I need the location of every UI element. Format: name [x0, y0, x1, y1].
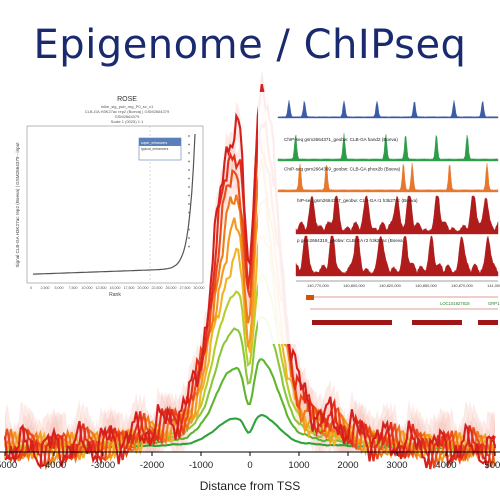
rose-title: ROSE [117, 96, 137, 103]
x-tick-label: 5000 [484, 460, 500, 471]
rose-x-tick-label: 25,000 [166, 286, 177, 290]
rose-x-tick-label: 17,500 [124, 286, 135, 290]
track-label: ChIP-seq gsm2664371_geobw: CLB-GA hand2 … [284, 137, 398, 142]
rose-x-tick-label: 20,000 [138, 286, 149, 290]
rose-subtitle-line: Scale 1 (0025) 1.1 [111, 119, 144, 124]
coordinate-tick-label: 140,800,000 [343, 283, 365, 288]
rose-point [188, 152, 190, 154]
genome-tracks: ChIP-seq gsm2664371_geobw: CLB-GA hand2 … [258, 92, 500, 344]
rose-point [188, 135, 190, 137]
rose-point [188, 237, 190, 239]
rose-point [188, 194, 190, 197]
track-signal [277, 133, 499, 162]
coordinate-tick-label: 140,870,000 [451, 283, 473, 288]
track-label: hIP-seq gsm2664317_geobw: CLB-GA r1 h3k2… [297, 198, 418, 203]
rose-point [188, 160, 190, 163]
x-tick-label: -1000 [189, 460, 213, 471]
coordinate-tick-label: 140,850,000 [415, 283, 437, 288]
x-axis-title: Distance from TSS [200, 479, 300, 493]
track-signal [277, 100, 499, 119]
super-enhancer-region [312, 320, 392, 325]
rose-x-axis-title: Rank [109, 292, 121, 298]
rose-x-tick-label: 2,500 [41, 286, 50, 290]
rose-plot-frame [26, 125, 204, 284]
x-tick-label: 4000 [435, 460, 456, 471]
gene-marker [306, 295, 314, 300]
rose-x-tick-label: 10,000 [82, 286, 93, 290]
profile-plot: -5000 -4000 -3000 -2000 -1000 0 1000 2000 3000 40… [0, 70, 500, 493]
super-enhancer-region [412, 320, 462, 325]
rose-subtitle-line: CLB-GA H3K27ac rep2 (Boeva) | GSM2664379 [85, 109, 170, 114]
x-tick-label: -2000 [140, 460, 164, 471]
rose-x-tick-label: 0 [30, 286, 32, 290]
rose-point [188, 228, 190, 231]
rose-point [188, 143, 190, 146]
rose-subtitle-line: mike_sig_pub_reg_P0_sv_v1 [101, 104, 154, 109]
gene-label: LOC101927818 [440, 301, 470, 306]
rose-point [188, 211, 190, 214]
rose-point [188, 177, 190, 180]
x-tick-label: 0 [247, 460, 252, 471]
rose-background [6, 92, 208, 300]
x-tick-label: 1000 [288, 460, 309, 471]
rose-x-tick-label: 7,500 [69, 286, 78, 290]
coordinate-tick-label: 141,000,000 [487, 283, 500, 288]
rose-point [188, 245, 190, 248]
coordinate-tick-label: 140,820,000 [379, 283, 401, 288]
rose-legend-item: typical_enhancers [141, 147, 169, 151]
x-tick-label: 2000 [337, 460, 358, 471]
rose-point [188, 169, 190, 171]
track-signal [295, 235, 499, 277]
track-label: p gsm2664319_geobw: CLB-GA r2 h3k27ac (B… [297, 238, 405, 243]
rose-y-axis-title: Signal CLB-GA H3K27ac rep2 (Boeva) | GSM… [15, 142, 20, 268]
track-signal [277, 162, 499, 193]
x-tick-label: -4000 [42, 460, 66, 471]
track-signal [295, 195, 499, 235]
coordinate-tick-label: 140,770,000 [307, 283, 329, 288]
rose-curve [33, 133, 196, 275]
rose-x-tick-label: 22,500 [152, 286, 163, 290]
rose-subtitle-line: GSM2664379 [115, 114, 140, 119]
rose-x-tick-label: 12,500 [96, 286, 107, 290]
x-tick-label: -5000 [0, 460, 17, 471]
rose-point [188, 186, 190, 188]
series-line [3, 138, 497, 471]
series-line [3, 118, 496, 470]
rose-x-tick-label: 15,000 [110, 286, 121, 290]
track-label: ChIP-seq gsm2664369_geobw: CLB-GA phox2b… [284, 167, 401, 172]
rose-x-tick-label: 27,500 [180, 286, 191, 290]
tracks-background [258, 92, 500, 344]
rose-point [188, 220, 190, 222]
super-enhancer-region [478, 320, 498, 325]
rose-legend-header [139, 138, 181, 146]
gene-label: GRP1 [488, 301, 500, 306]
x-tick-label: -3000 [91, 460, 115, 471]
rose-legend-item: super_enhancers [141, 141, 168, 145]
rose-x-tick-label: 30,000 [194, 286, 205, 290]
rose-x-tick-label: 5,000 [55, 286, 64, 290]
x-tick-label: 3000 [386, 460, 407, 471]
rose-point [188, 203, 190, 205]
page-title: Epigenome / ChIPseq [33, 22, 467, 68]
